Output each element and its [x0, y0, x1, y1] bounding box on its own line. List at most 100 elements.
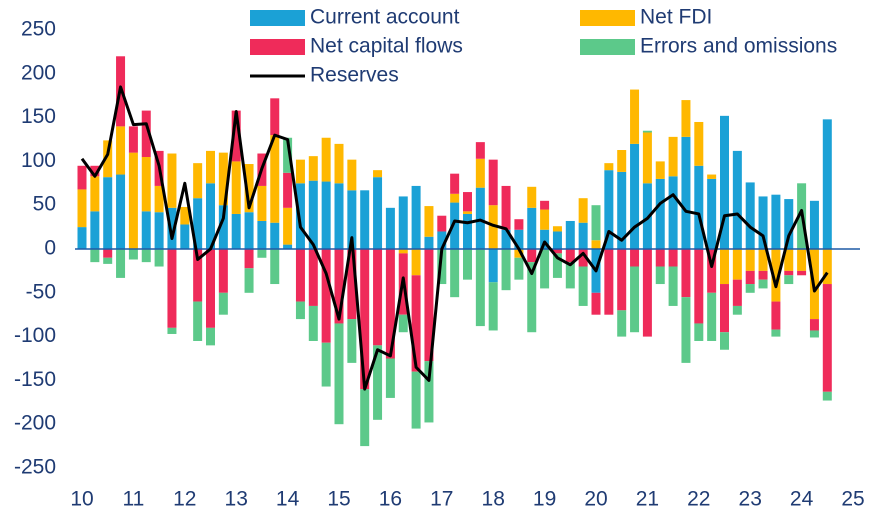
x-tick-label: 21: [636, 488, 659, 511]
bar: [167, 207, 177, 249]
bar: [501, 249, 511, 291]
bar: [514, 229, 524, 249]
bar: [527, 207, 537, 249]
x-tick-label: 16: [379, 488, 402, 511]
bar: [206, 183, 215, 249]
bar: [540, 249, 550, 289]
bar: [784, 199, 794, 249]
bar: [308, 156, 318, 181]
bar: [552, 226, 562, 232]
bar: [578, 249, 588, 267]
bar: [347, 159, 357, 191]
bar: [630, 266, 640, 333]
bar: [681, 100, 691, 137]
bar: [604, 249, 614, 315]
bar: [360, 249, 370, 390]
bar: [540, 229, 550, 249]
y-tick-label: 250: [21, 18, 56, 41]
bar: [218, 292, 228, 315]
bar: [450, 249, 460, 298]
bar: [90, 176, 100, 212]
bar: [360, 389, 370, 447]
bar: [488, 282, 498, 331]
bar: [758, 279, 768, 289]
bar: [694, 165, 704, 249]
bar: [411, 249, 421, 276]
bar: [103, 177, 113, 249]
legend-swatch: [580, 39, 635, 55]
x-tick-label: 10: [70, 488, 93, 511]
bar: [167, 249, 177, 328]
x-tick-label: 12: [173, 488, 196, 511]
bar: [295, 249, 305, 302]
bar: [463, 211, 472, 214]
bar: [694, 323, 704, 341]
y-tick-label: 100: [21, 149, 56, 172]
bar: [295, 159, 305, 184]
bar: [514, 249, 524, 258]
legend-swatch: [250, 39, 305, 55]
bar: [206, 150, 215, 184]
bar: [745, 270, 755, 285]
bar: [642, 249, 652, 337]
bar: [141, 211, 151, 249]
bar: [334, 183, 344, 249]
bar: [732, 279, 742, 306]
bar: [488, 159, 498, 206]
bar: [617, 310, 627, 337]
bar: [321, 137, 331, 182]
bar: [720, 115, 729, 250]
bar: [784, 249, 794, 271]
bar: [745, 249, 755, 271]
x-tick-label: 11: [122, 488, 144, 511]
bar: [784, 275, 794, 285]
bar: [231, 110, 241, 162]
bar: [450, 193, 460, 203]
bar: [321, 181, 331, 249]
bar: [283, 137, 293, 173]
bar: [604, 163, 614, 171]
bar: [385, 358, 395, 398]
bar: [373, 177, 383, 249]
bar: [411, 275, 421, 372]
bar: [720, 284, 729, 333]
x-tick-label: 18: [482, 488, 505, 511]
bar: [154, 249, 164, 267]
bar: [668, 176, 678, 249]
bar: [655, 161, 665, 179]
bar: [128, 249, 138, 260]
bar: [720, 332, 729, 350]
y-tick-label: -100: [14, 324, 56, 347]
bar: [373, 249, 383, 346]
bar: [437, 249, 447, 285]
bar: [630, 143, 640, 249]
bar: [642, 132, 652, 184]
bar: [90, 165, 100, 177]
x-tick-label: 13: [225, 488, 248, 511]
bar: [193, 198, 203, 249]
bar: [707, 178, 717, 249]
y-tick-label: -150: [14, 368, 56, 391]
bar: [591, 292, 601, 315]
bar: [668, 266, 678, 306]
bar: [308, 305, 318, 341]
bar: [424, 236, 434, 249]
bar: [270, 249, 280, 285]
bar: [578, 222, 588, 249]
bar: [694, 121, 704, 166]
bar: [90, 249, 100, 263]
bar: [193, 249, 203, 302]
bar: [565, 262, 575, 289]
bar: [77, 189, 87, 228]
bar: [552, 253, 562, 278]
bar: [822, 249, 832, 285]
y-tick-label: -250: [14, 456, 56, 479]
bar: [822, 284, 832, 392]
bar: [283, 244, 293, 249]
bar: [463, 213, 472, 249]
bar: [193, 301, 203, 341]
bar: [565, 249, 575, 263]
y-tick-label: -200: [14, 412, 56, 435]
bar: [398, 314, 408, 333]
x-tick-label: 25: [841, 488, 864, 511]
